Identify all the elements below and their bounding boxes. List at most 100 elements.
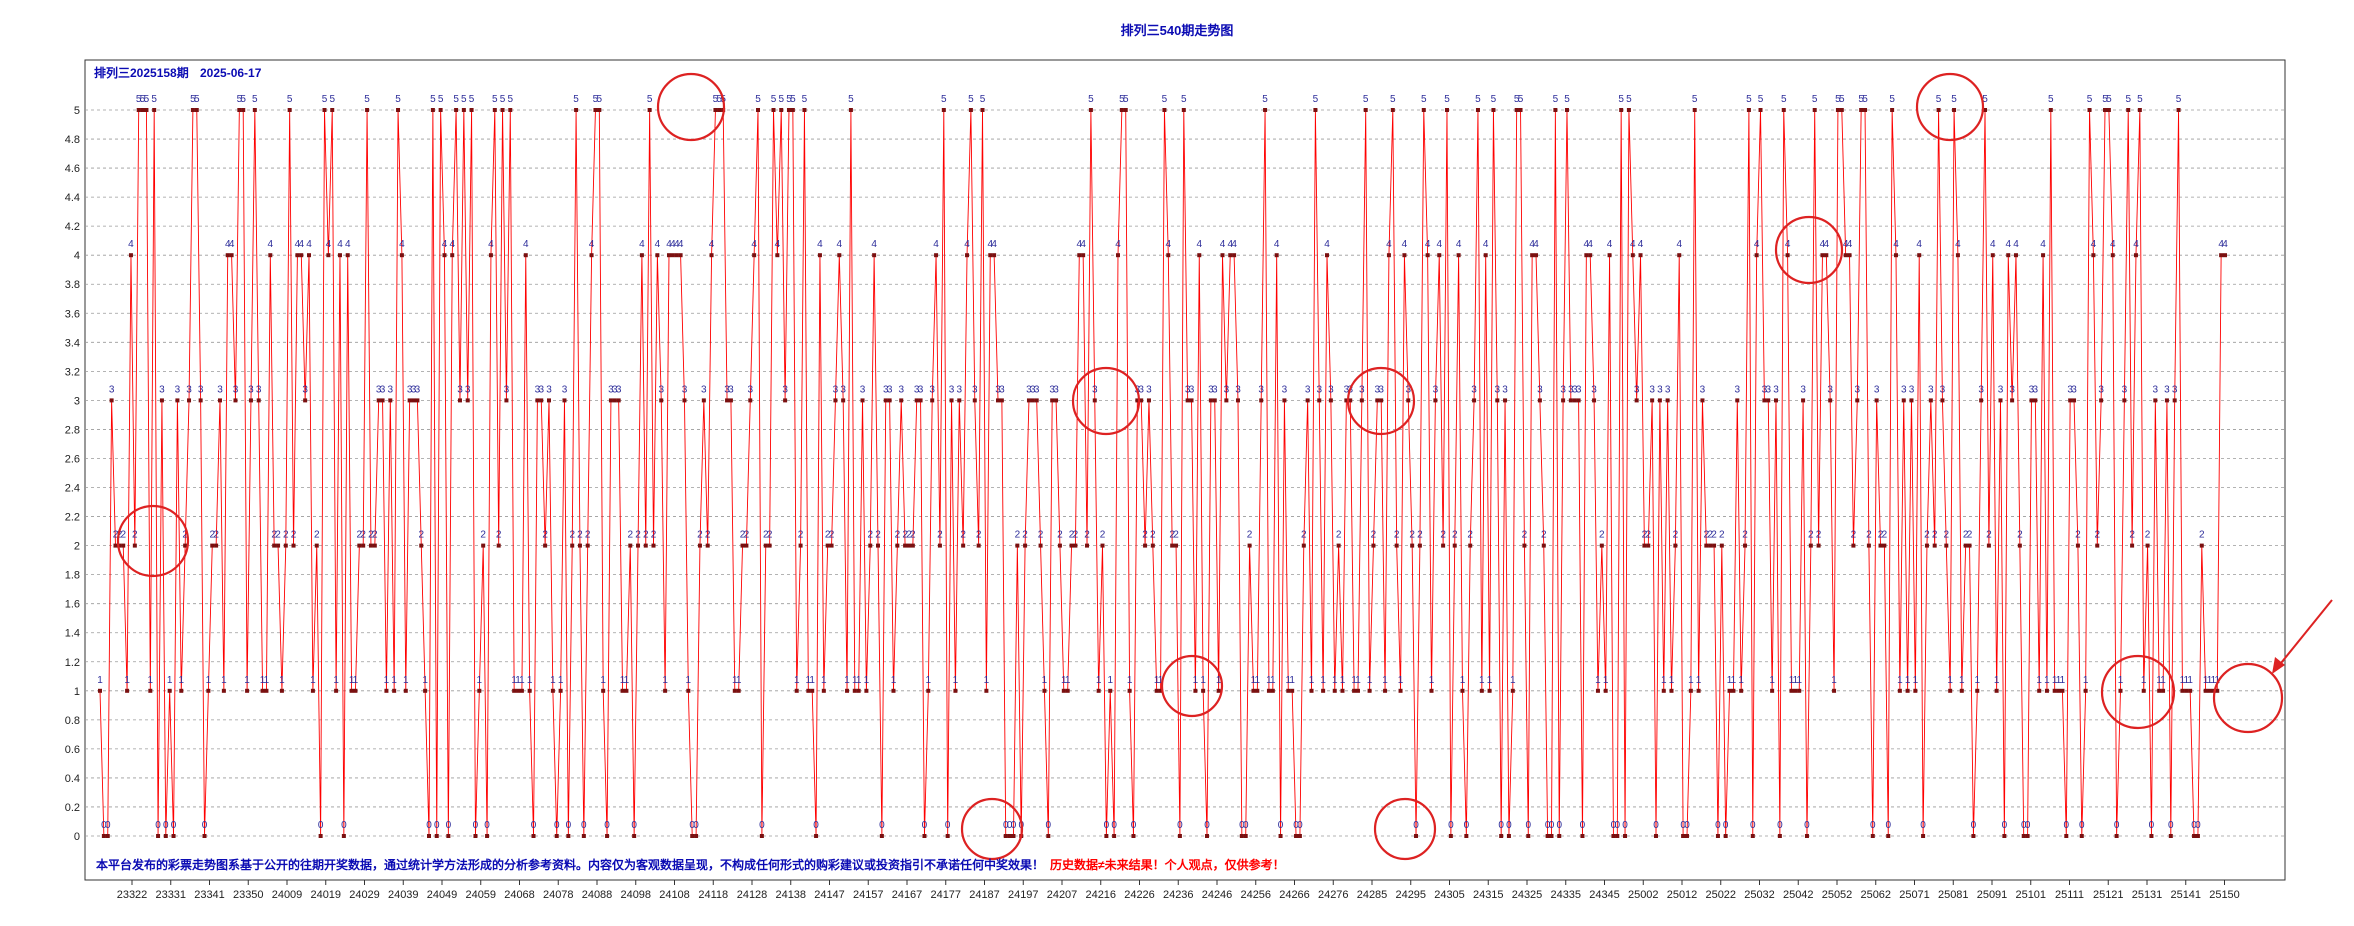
data-point <box>1495 398 1500 403</box>
x-tick-label: 24276 <box>1318 889 1349 901</box>
data-point <box>1371 543 1376 548</box>
data-point <box>365 108 370 112</box>
data-label: 5 <box>1421 94 1427 105</box>
data-point <box>814 834 819 838</box>
data-label: 0 <box>1293 820 1299 831</box>
data-point <box>233 398 238 403</box>
data-label: 4 <box>1607 239 1613 250</box>
data-point <box>2033 398 2038 403</box>
data-label: 5 <box>790 94 796 105</box>
data-point <box>825 543 830 548</box>
data-label: 0 <box>1413 820 1419 831</box>
data-label: 2 <box>2199 530 2205 541</box>
data-point <box>810 688 815 693</box>
data-point <box>1448 834 1453 838</box>
data-label: 0 <box>566 820 572 831</box>
data-label: 3 <box>782 384 788 395</box>
data-point <box>608 398 613 403</box>
x-tick-label: 23331 <box>155 889 186 901</box>
data-point <box>504 398 509 403</box>
data-point <box>1804 834 1809 838</box>
data-point <box>670 253 675 258</box>
data-point <box>2153 398 2158 403</box>
data-label: 3 <box>1138 384 1144 395</box>
data-point <box>2164 398 2169 403</box>
data-label: 2 <box>767 530 773 541</box>
data-point <box>1580 834 1585 838</box>
data-label: 2 <box>2094 530 2100 541</box>
data-point <box>1731 688 1736 693</box>
data-point <box>508 108 513 112</box>
data-label: 3 <box>1560 384 1566 395</box>
data-label: 1 <box>1831 675 1837 686</box>
data-point <box>1638 253 1643 258</box>
data-label: 1 <box>1487 675 1493 686</box>
data-label: 0 <box>1111 820 1117 831</box>
data-point <box>972 398 977 403</box>
data-point <box>2161 688 2166 693</box>
data-point <box>2079 834 2084 838</box>
data-point <box>1522 543 1527 548</box>
data-label: 2 <box>960 530 966 541</box>
data-point <box>1340 688 1345 693</box>
data-label: 0 <box>879 820 885 831</box>
data-point <box>926 688 931 693</box>
data-label: 3 <box>538 384 544 395</box>
data-label: 3 <box>1471 384 1477 395</box>
data-label: 1 <box>310 675 316 686</box>
data-label: 2 <box>1963 530 1969 541</box>
data-point <box>1708 543 1713 548</box>
data-point <box>2122 398 2127 403</box>
data-point <box>1886 834 1891 838</box>
data-point <box>183 543 188 548</box>
data-point <box>1429 688 1434 693</box>
data-label: 0 <box>631 820 637 831</box>
x-tick-label: 25032 <box>1744 889 1775 901</box>
arrow-head-icon <box>2272 657 2285 674</box>
data-point <box>488 253 493 258</box>
data-label: 0 <box>1885 820 1891 831</box>
data-label: 0 <box>1177 820 1183 831</box>
data-label: 0 <box>2195 820 2201 831</box>
data-label: 1 <box>558 675 564 686</box>
subtitle-period: 排列三2025158期 <box>94 65 189 80</box>
data-point <box>1034 398 1039 403</box>
data-label: 0 <box>1003 820 1009 831</box>
data-label: 3 <box>1030 384 1036 395</box>
data-label: 1 <box>1429 675 1435 686</box>
data-label: 1 <box>1340 675 1346 686</box>
data-label: 2 <box>1878 530 1884 541</box>
data-point <box>2126 108 2131 112</box>
data-label: 1 <box>2052 675 2058 686</box>
data-point <box>1959 688 1964 693</box>
data-point <box>593 108 598 112</box>
data-point <box>546 398 551 403</box>
data-label: 1 <box>264 675 270 686</box>
data-label: 4 <box>442 239 448 250</box>
data-point <box>535 398 540 403</box>
data-point <box>887 398 892 403</box>
data-label: 1 <box>148 675 154 686</box>
data-point <box>1979 398 1984 403</box>
data-label: 0 <box>2025 820 2031 831</box>
data-point <box>1158 688 1163 693</box>
data-label: 0 <box>1804 820 1810 831</box>
x-tick-label: 24226 <box>1124 889 1155 901</box>
data-point <box>1390 108 1395 112</box>
data-label: 1 <box>2044 675 2050 686</box>
data-point <box>709 253 714 258</box>
data-label: 3 <box>1208 384 1214 395</box>
data-label: 5 <box>1518 94 1524 105</box>
data-label: 5 <box>597 94 603 105</box>
data-point <box>965 253 970 258</box>
data-point <box>221 688 226 693</box>
data-point <box>1824 253 1829 258</box>
data-point <box>1650 398 1655 403</box>
data-label: 2 <box>357 530 363 541</box>
data-label: 1 <box>686 675 692 686</box>
data-label: 2 <box>740 530 746 541</box>
data-label: 1 <box>2180 675 2186 686</box>
data-point <box>1863 108 1868 112</box>
x-tick-label: 24345 <box>1589 889 1620 901</box>
data-point <box>148 688 153 693</box>
